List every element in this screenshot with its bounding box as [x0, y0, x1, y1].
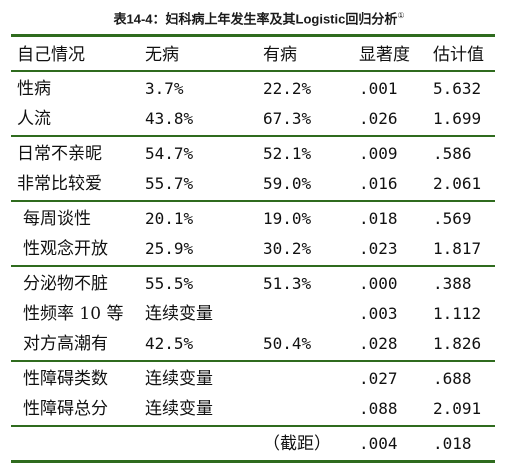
table-row: 日常不亲昵 54.7% 52.1% .009 .586: [11, 139, 495, 169]
table-row: 性障碍类数 连续变量 .027 .688: [11, 364, 495, 394]
row-label: 性病: [17, 79, 51, 99]
value-no-disease: 55.5%: [145, 274, 194, 293]
footnote-mark: ①: [397, 11, 405, 20]
value-no-disease: 20.1%: [145, 209, 194, 228]
value-no-disease: 连续变量: [145, 304, 213, 324]
table-row: 非常比较爱 55.7% 59.0% .016 2.061: [11, 169, 495, 199]
value-significance: .023: [359, 239, 398, 258]
value-estimate: .688: [433, 369, 472, 388]
group-rule: [11, 425, 495, 427]
table-row: 人流 43.8% 67.3% .026 1.699: [11, 104, 495, 134]
value-has-disease: （截距）: [263, 434, 331, 454]
value-estimate: 2.061: [433, 174, 482, 193]
value-significance: .018: [359, 209, 398, 228]
value-no-disease: 54.7%: [145, 144, 194, 163]
value-no-disease: 42.5%: [145, 334, 194, 353]
value-estimate: 1.699: [433, 109, 482, 128]
value-significance: .009: [359, 144, 398, 163]
header-significance: 显著度: [359, 45, 410, 65]
value-estimate: .569: [433, 209, 472, 228]
value-has-disease: 67.3%: [263, 109, 312, 128]
value-significance: .026: [359, 109, 398, 128]
value-no-disease: 43.8%: [145, 109, 194, 128]
row-label: 对方高潮有: [23, 334, 108, 354]
value-has-disease: 52.1%: [263, 144, 312, 163]
value-has-disease: 50.4%: [263, 334, 312, 353]
header-rule: [11, 70, 495, 72]
row-label: 分泌物不脏: [23, 274, 108, 294]
group-rule: [11, 265, 495, 267]
table-row: 性观念开放 25.9% 30.2% .023 1.817: [11, 234, 495, 264]
group-rule: [11, 135, 495, 137]
table-row: 性障碍总分 连续变量 .088 2.091: [11, 394, 495, 424]
value-estimate: .586: [433, 144, 472, 163]
value-significance: .001: [359, 79, 398, 98]
value-has-disease: 30.2%: [263, 239, 312, 258]
value-has-disease: 51.3%: [263, 274, 312, 293]
row-label: 性障碍类数: [23, 369, 108, 389]
value-has-disease: 59.0%: [263, 174, 312, 193]
value-estimate: 1.817: [433, 239, 482, 258]
row-label: 性观念开放: [23, 239, 108, 259]
value-significance: .028: [359, 334, 398, 353]
top-rule: [11, 34, 495, 37]
value-significance: .004: [359, 434, 398, 453]
value-estimate: 2.091: [433, 399, 482, 418]
value-has-disease: 22.2%: [263, 79, 312, 98]
value-significance: .088: [359, 399, 398, 418]
row-label: 性频率 10 等: [23, 304, 124, 324]
table-row: （截距） .004 .018: [11, 429, 495, 459]
header-estimate: 估计值: [433, 45, 484, 65]
value-significance: .003: [359, 304, 398, 323]
value-estimate: .388: [433, 274, 472, 293]
value-significance: .027: [359, 369, 398, 388]
value-no-disease: 连续变量: [145, 369, 213, 389]
value-significance: .016: [359, 174, 398, 193]
table-row: 每周谈性 20.1% 19.0% .018 .569: [11, 204, 495, 234]
row-label: 性障碍总分: [23, 399, 108, 419]
value-no-disease: 3.7%: [145, 79, 184, 98]
value-estimate: 1.826: [433, 334, 482, 353]
row-label: 日常不亲昵: [17, 144, 102, 164]
value-estimate: .018: [433, 434, 472, 453]
row-label: 人流: [17, 109, 51, 129]
table-row: 分泌物不脏 55.5% 51.3% .000 .388: [11, 269, 495, 299]
value-no-disease: 25.9%: [145, 239, 194, 258]
header-self-status: 自己情况: [17, 45, 85, 65]
table-row: 性病 3.7% 22.2% .001 5.632: [11, 74, 495, 104]
value-no-disease: 55.7%: [145, 174, 194, 193]
value-estimate: 5.632: [433, 79, 482, 98]
header-row: 自己情况 无病 有病 显著度 估计值: [11, 40, 495, 70]
value-estimate: 1.112: [433, 304, 482, 323]
caption-title: 表14-4：妇科病上年发生率及其Logistic回归分析: [113, 11, 398, 27]
row-label: 非常比较爱: [17, 174, 102, 194]
header-no-disease: 无病: [145, 45, 179, 65]
table-row: 对方高潮有 42.5% 50.4% .028 1.826: [11, 329, 495, 359]
header-has-disease: 有病: [263, 45, 297, 65]
value-significance: .000: [359, 274, 398, 293]
value-has-disease: 19.0%: [263, 209, 312, 228]
group-rule: [11, 360, 495, 362]
value-no-disease: 连续变量: [145, 399, 213, 419]
table-row: 性频率 10 等 连续变量 .003 1.112: [11, 299, 495, 329]
table-caption: 表14-4：妇科病上年发生率及其Logistic回归分析①: [0, 4, 518, 28]
row-label: 每周谈性: [23, 209, 91, 229]
group-rule: [11, 200, 495, 202]
